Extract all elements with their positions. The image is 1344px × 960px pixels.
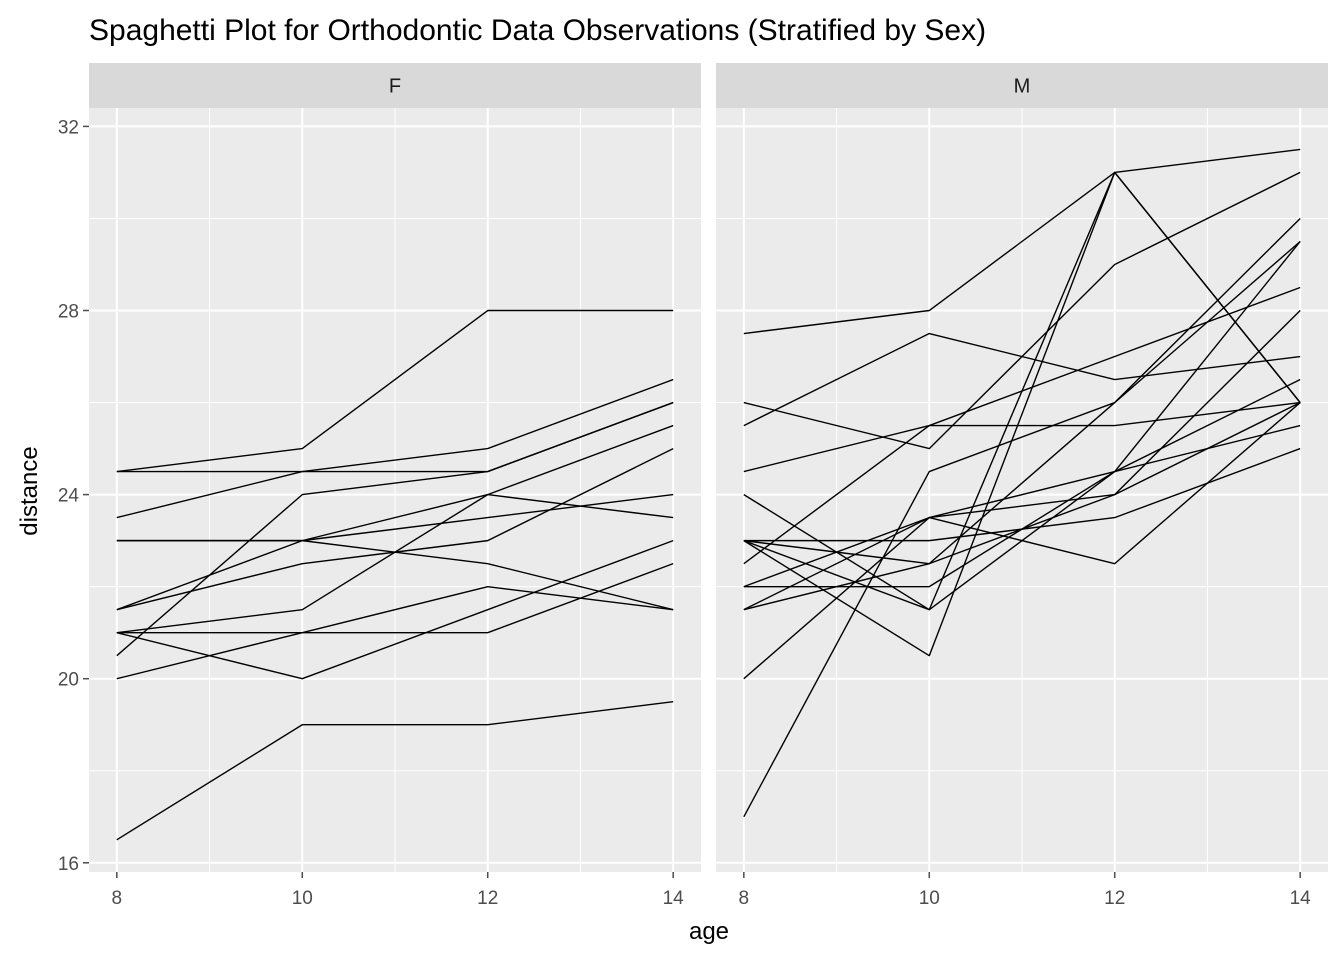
y-tick-label: 16 bbox=[58, 854, 79, 875]
series-line-m-8 bbox=[743, 401, 1301, 565]
x-tick-label: 12 bbox=[1104, 888, 1125, 909]
series-line-f-8 bbox=[116, 493, 674, 634]
facet-panel-m: M 8 10 12 14 bbox=[716, 63, 1328, 909]
chart-title: Spaghetti Plot for Orthodontic Data Obse… bbox=[89, 14, 986, 47]
series-line-m-13 bbox=[743, 424, 1301, 611]
x-axis-title: age bbox=[689, 918, 729, 945]
series-line-f-2 bbox=[116, 378, 674, 473]
series-line-m-15 bbox=[743, 241, 1301, 680]
x-tick-label: 14 bbox=[1290, 888, 1312, 909]
facet-strip bbox=[716, 63, 1328, 108]
y-tick-label: 24 bbox=[58, 486, 80, 507]
x-tick-label: 8 bbox=[739, 888, 750, 909]
x-tick-label: 10 bbox=[292, 888, 313, 909]
facet-panel-f: F 8 10 12 14 bbox=[89, 63, 701, 909]
facet-strip-label: M bbox=[1014, 76, 1031, 98]
facet-strip-label: F bbox=[389, 76, 401, 98]
y-tick-label: 20 bbox=[58, 670, 79, 691]
x-tick-label: 12 bbox=[477, 888, 498, 909]
series-line-m-1 bbox=[743, 148, 1301, 335]
y-axis: 16 20 24 28 32 bbox=[58, 117, 89, 875]
x-tick-label: 8 bbox=[112, 888, 123, 909]
series-line-m-3 bbox=[743, 332, 1301, 427]
series-line-m-16 bbox=[743, 240, 1301, 818]
x-tick-label: 10 bbox=[919, 888, 940, 909]
series-line-f-12 bbox=[116, 585, 674, 680]
facet-panels: F 8 10 12 14 M 8 10 12 14 bbox=[89, 63, 1328, 909]
series-line-f-13 bbox=[116, 701, 674, 841]
series-line-f-11 bbox=[116, 401, 674, 657]
series-line-m-12 bbox=[743, 217, 1301, 611]
series-line-m-11 bbox=[743, 310, 1301, 611]
series-line-f-1 bbox=[116, 309, 674, 473]
x-tick-label: 14 bbox=[663, 888, 685, 909]
y-tick-label: 32 bbox=[58, 117, 79, 138]
facet-strip bbox=[89, 63, 701, 108]
y-axis-title: distance bbox=[16, 446, 43, 535]
y-tick-label: 28 bbox=[58, 302, 79, 323]
